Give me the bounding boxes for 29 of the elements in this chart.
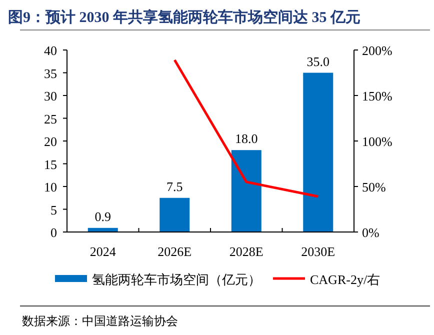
y-tick-label: 40: [44, 43, 57, 58]
y-tick-label: 10: [44, 180, 57, 194]
y-tick-label: 15: [44, 156, 57, 172]
y2-tick-label: 50%: [362, 180, 386, 194]
bar: [160, 198, 190, 232]
data-label: 0.9: [94, 208, 111, 224]
chart-title: 图9：预计 2030 年共享氢能两轮车市场空间达 35 亿元: [8, 8, 360, 26]
legend-label: CAGR-2y/右: [310, 272, 380, 287]
x-tick-label: 2024: [90, 244, 116, 259]
data-label: 18.0: [235, 131, 258, 146]
source-note: 数据来源：中国道路运输协会: [22, 314, 178, 328]
y2-tick-label: 0%: [362, 225, 380, 240]
y-tick-label: 35: [44, 66, 57, 81]
y2-tick-label: 200%: [362, 43, 392, 58]
x-tick-label: 2030E: [301, 244, 336, 259]
y-tick-label: 30: [44, 88, 57, 104]
y-tick-label: 25: [44, 111, 57, 126]
y-tick-label: 0: [50, 225, 57, 240]
legend-label: 氢能两轮车市场空间（亿元）: [92, 272, 261, 287]
y2-tick-label: 100%: [362, 134, 392, 149]
bar: [303, 72, 334, 232]
x-tick-label: 2028E: [229, 244, 264, 259]
x-tick-label: 2026E: [158, 244, 192, 259]
data-label: 35.0: [306, 54, 330, 69]
data-label: 7.5: [166, 178, 183, 194]
y2-tick-label: 150%: [362, 88, 392, 104]
y-tick-label: 20: [44, 134, 57, 149]
y-tick-label: 5: [50, 202, 57, 218]
bar: [231, 150, 262, 232]
